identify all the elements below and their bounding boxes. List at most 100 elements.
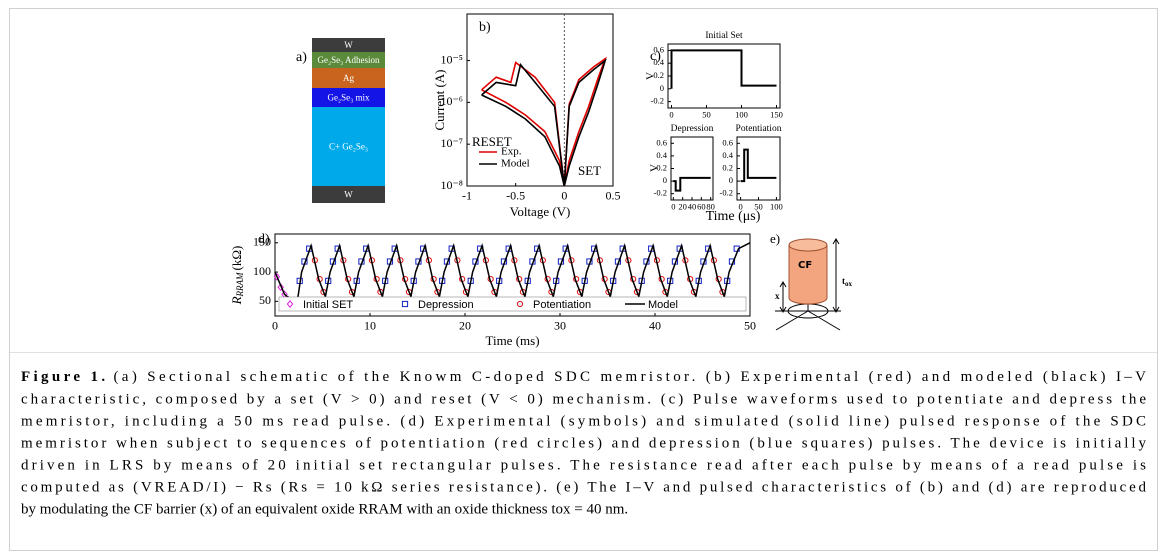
- caption-label: Figure 1.: [21, 369, 105, 385]
- layer-label: Ag: [343, 73, 354, 83]
- caption-line: memristor, including a 50 ms read pulse.…: [21, 413, 1146, 429]
- x-tick-label: 0: [561, 189, 567, 203]
- data-line: [673, 176, 711, 192]
- layer: [312, 52, 385, 68]
- x-arrowheads: [779, 281, 787, 313]
- x-axis-label: Voltage (V): [510, 204, 571, 219]
- y-tick-label: 0: [729, 175, 733, 185]
- axes-frame: [274, 233, 751, 317]
- x-tick-label: 80: [706, 202, 715, 212]
- subplot-title: Depression: [671, 124, 714, 134]
- y-label-symbol: R: [229, 296, 244, 305]
- axes-frame: [667, 43, 781, 109]
- marker: [273, 272, 281, 281]
- y-tick-label: 0: [663, 175, 667, 185]
- x-axis-label: Time (ms): [485, 333, 539, 348]
- x-tick-label: 30: [554, 319, 566, 333]
- cf-label: CF: [798, 260, 812, 271]
- y-tick-label: 0.4: [722, 150, 733, 160]
- legend-label: Exp.: [501, 146, 522, 158]
- panel-label: a): [296, 50, 307, 65]
- x-tick-label: -1: [462, 189, 472, 203]
- y-tick-label: 0.6: [722, 137, 733, 147]
- x-tick-label: 0: [272, 319, 278, 333]
- x-tick-label: 40: [649, 319, 661, 333]
- caption-line: computed as (VREAD/I) − Rs (Rs = 10 kΩ s…: [21, 479, 1146, 495]
- annotation: SET: [578, 163, 601, 178]
- y-tick-label: 10⁻⁵: [440, 52, 463, 66]
- panel-label: b): [479, 20, 491, 35]
- layer: [312, 88, 385, 107]
- y-tick-label: 10⁻⁸: [440, 178, 463, 192]
- data-line: [670, 49, 777, 89]
- layer-label: W: [344, 190, 353, 200]
- y-tick-label: 150: [253, 235, 271, 249]
- tox-label: tox: [842, 276, 853, 288]
- y-axis-label: RRRAM(kΩ): [229, 246, 245, 306]
- axes-frame: [466, 13, 614, 187]
- x-tick-label: 0: [671, 202, 675, 212]
- panel-label: c): [650, 49, 661, 64]
- y-tick-label: 50: [259, 293, 271, 307]
- y-tick-label: 10⁻⁷: [440, 136, 463, 150]
- caption-line: by modulating the CF barrier (x) of an e…: [21, 501, 628, 517]
- data-line: [274, 242, 751, 306]
- layer-label: Ge₂Se₃ Adhesion: [317, 55, 380, 65]
- y-tick-label: 100: [253, 264, 271, 278]
- y-tick-label: 0.4: [656, 150, 667, 160]
- y-tick-label: 0.2: [653, 70, 664, 80]
- axis-line: [775, 310, 809, 331]
- x-label: x: [775, 291, 780, 301]
- caption-line: characteristic, composed by a set (V > 0…: [21, 391, 1146, 407]
- caption-text: (a) Sectional schematic of the Knowm C-d…: [113, 369, 1146, 385]
- tox-sub: ox: [845, 280, 853, 288]
- y-axis-label: Current (A): [432, 69, 447, 130]
- tox-arrowheads: [832, 238, 840, 313]
- layer: [312, 186, 385, 203]
- x-axis-label: Time (μs): [706, 209, 761, 224]
- y-axis-label: V: [645, 72, 657, 80]
- legend-label: Model: [648, 299, 678, 311]
- x-tick-label: 50: [754, 202, 763, 212]
- legend-label: Potentiation: [533, 299, 591, 311]
- layer-label: C+ Ge₂Se₃: [329, 142, 368, 152]
- y-tick-label: -0.2: [654, 188, 667, 198]
- x-tick-label: 60: [697, 202, 706, 212]
- x-tick-label: 0: [669, 110, 673, 120]
- y-label-sub: RRAM: [235, 272, 245, 297]
- x-tick-label: 20: [678, 202, 687, 212]
- cf-top: [788, 238, 828, 252]
- x-tick-label: 100: [770, 202, 783, 212]
- layer-label: Ge₂Se₃ mix: [327, 93, 370, 103]
- marker: [286, 300, 294, 308]
- y-tick-label: 0.4: [653, 57, 664, 67]
- y-tick-label: -0.2: [651, 96, 664, 106]
- marker: [516, 300, 524, 308]
- panel-label: d): [258, 232, 270, 247]
- figure-border: [9, 8, 1158, 551]
- y-tick-label: 0: [660, 83, 664, 93]
- x-tick-label: 50: [702, 110, 711, 120]
- subplot-title: Potentiation: [736, 124, 782, 134]
- legend-label: Model: [501, 158, 530, 170]
- y-tick-label: 0.6: [656, 137, 667, 147]
- x-tick-label: 0: [738, 202, 742, 212]
- x-tick-label: 150: [770, 110, 783, 120]
- x-tick-label: 20: [459, 319, 471, 333]
- layer: [312, 107, 385, 186]
- caption-line: driven in LRS by means of 20 initial set…: [21, 457, 1146, 473]
- y-tick-label: 10⁻⁶: [440, 94, 463, 108]
- subplot-title: Initial Set: [705, 31, 743, 41]
- x-tick-label: 50: [744, 319, 756, 333]
- x-tick-label: -0.5: [506, 189, 525, 203]
- data-line: [740, 148, 777, 183]
- data-line: [481, 58, 607, 187]
- x-tick-label: 40: [688, 202, 697, 212]
- panel-e-drawing: [775, 238, 841, 331]
- layer: [312, 38, 385, 52]
- y-axis-label: V: [649, 164, 661, 172]
- marker: [401, 300, 409, 308]
- annotation: RESET: [472, 134, 512, 149]
- x-tick-label: 100: [735, 110, 748, 120]
